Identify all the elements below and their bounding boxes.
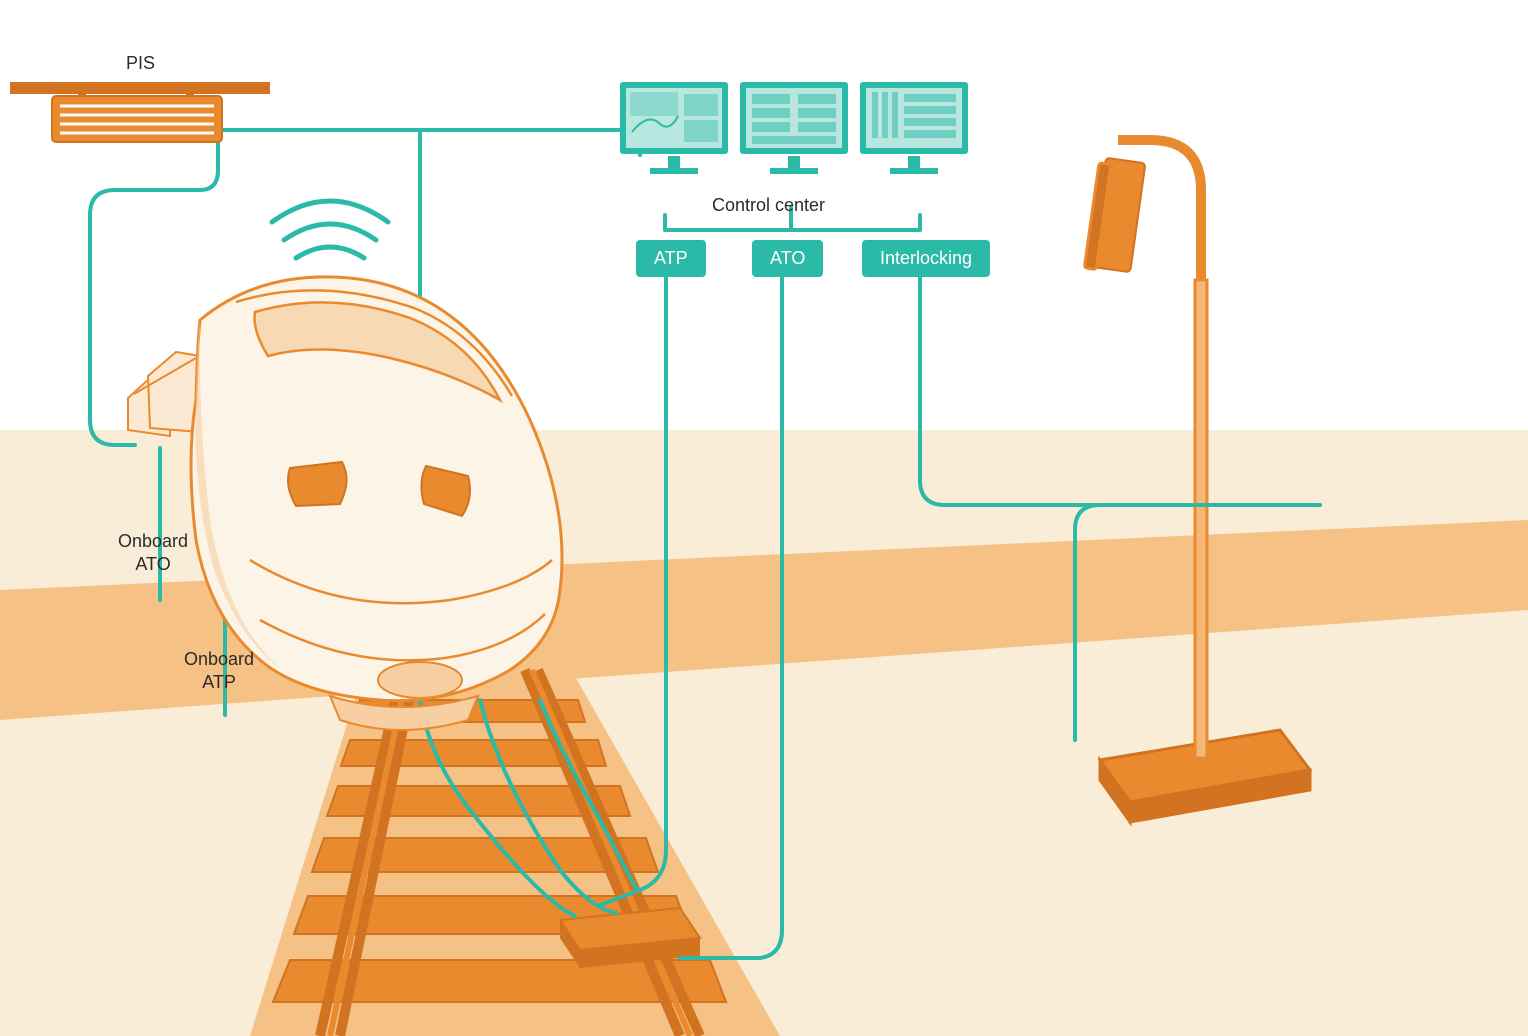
interlocking-badge: Interlocking <box>862 240 990 277</box>
atp-badge: ATP <box>636 240 706 277</box>
train <box>0 0 1528 1036</box>
pis-label: PIS <box>126 52 155 75</box>
onboard-ato-label: Onboard ATO <box>118 530 188 575</box>
onboard-atp-label: Onboard ATP <box>184 648 254 693</box>
ato-badge: ATO <box>752 240 823 277</box>
train-control-diagram: PIS Control center Onboard ATO Onboard A… <box>0 0 1528 1036</box>
control-center-label: Control center <box>712 194 825 217</box>
